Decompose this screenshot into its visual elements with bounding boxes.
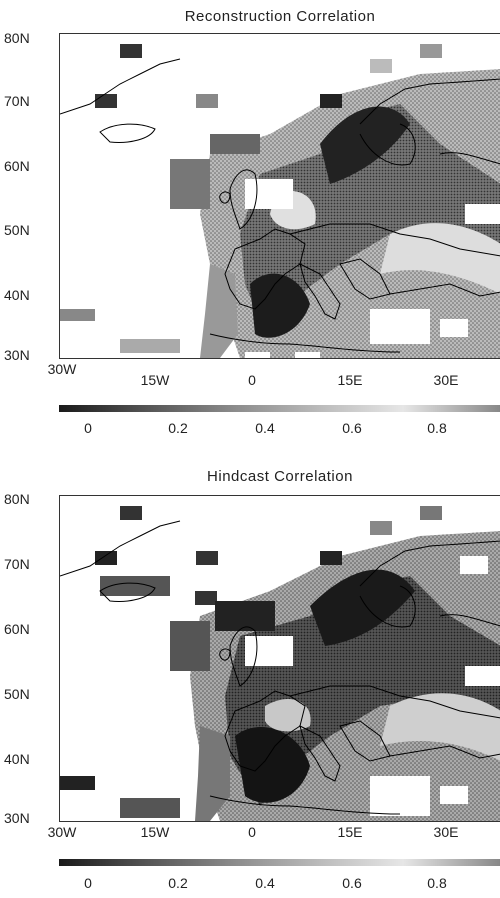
coastlines bbox=[60, 58, 500, 353]
lon-label-15e: 15E bbox=[337, 372, 363, 388]
lon-label-30e: 30E bbox=[433, 824, 459, 840]
correlation-map bbox=[59, 33, 500, 359]
lat-label-60n: 60N bbox=[4, 621, 30, 637]
panel-title: Reconstruction Correlation bbox=[184, 8, 376, 25]
lat-label-70n: 70N bbox=[4, 93, 30, 109]
colorbar-label-0-2: 0.2 bbox=[168, 420, 188, 436]
lat-label-80n: 80N bbox=[4, 30, 30, 46]
map-canvas bbox=[60, 44, 500, 358]
colorbar-label-0-8: 0.8 bbox=[427, 420, 447, 436]
map-canvas bbox=[60, 506, 500, 821]
lon-label-15w: 15W bbox=[140, 372, 170, 388]
correlation-map bbox=[59, 495, 500, 822]
lat-label-60n: 60N bbox=[4, 158, 30, 174]
coastlines bbox=[60, 520, 500, 815]
lon-label-15e: 15E bbox=[337, 824, 363, 840]
lat-label-30n: 30N bbox=[4, 347, 30, 363]
lon-label-30e: 30E bbox=[433, 372, 459, 388]
colorbar-label-0: 0 bbox=[84, 875, 92, 891]
correlation-field bbox=[60, 506, 500, 821]
lat-label-70n: 70N bbox=[4, 556, 30, 572]
lat-label-30n: 30N bbox=[4, 810, 30, 826]
colorbar-label-0-4: 0.4 bbox=[255, 875, 275, 891]
colorbar bbox=[59, 405, 500, 412]
colorbar-label-0-8: 0.8 bbox=[427, 875, 447, 891]
lon-label-30w: 30W bbox=[47, 361, 77, 377]
lat-label-80n: 80N bbox=[4, 491, 30, 507]
panel-title: Hindcast Correlation bbox=[207, 468, 353, 485]
colorbar-label-0-2: 0.2 bbox=[168, 875, 188, 891]
lon-label-0: 0 bbox=[248, 824, 256, 840]
reconstruction-panel: Reconstruction Correlation 80N 70N 60N 5… bbox=[4, 8, 500, 436]
lat-label-40n: 40N bbox=[4, 287, 30, 303]
lat-label-50n: 50N bbox=[4, 686, 30, 702]
lon-label-0: 0 bbox=[248, 372, 256, 388]
lat-label-40n: 40N bbox=[4, 751, 30, 767]
hindcast-panel: Hindcast Correlation 80N 70N 60N 50N 40N… bbox=[0, 449, 500, 898]
colorbar-label-0-4: 0.4 bbox=[255, 420, 275, 436]
colorbar-label-0-6: 0.6 bbox=[342, 420, 362, 436]
colorbar-label-0: 0 bbox=[84, 420, 92, 436]
correlation-field bbox=[60, 44, 500, 358]
lon-label-15w: 15W bbox=[140, 824, 170, 840]
colorbar bbox=[59, 859, 500, 866]
colorbar-label-0-6: 0.6 bbox=[342, 875, 362, 891]
lon-label-30w: 30W bbox=[47, 824, 77, 840]
lat-label-50n: 50N bbox=[4, 222, 30, 238]
